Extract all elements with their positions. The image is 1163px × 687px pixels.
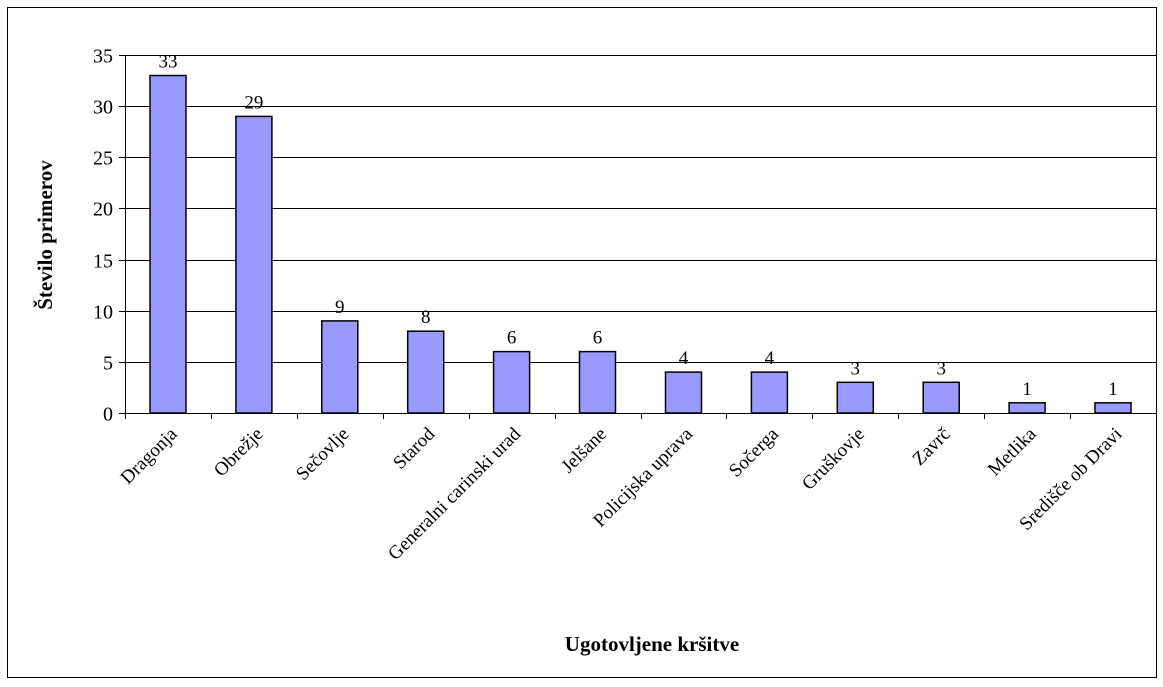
bar [664,371,703,414]
bar [492,350,531,414]
data-label: 8 [421,307,431,328]
gridlines [125,55,1156,363]
bar [149,74,187,414]
bars [149,74,1132,414]
data-label: 1 [1108,379,1118,400]
data-label: 29 [244,92,263,113]
data-label: 6 [507,328,517,349]
chart-border [7,7,1157,678]
y-axis-title: Število primerov [33,160,57,310]
bar [836,381,875,414]
bar [750,371,789,414]
y-tick-label: 0 [103,404,113,426]
y-tick-label: 10 [93,302,113,324]
data-label: 3 [936,358,946,379]
data-label: 9 [335,297,345,318]
data-label: 4 [765,348,775,369]
bar [235,115,273,414]
bar [1008,402,1046,414]
y-tick-label: 25 [93,148,113,170]
axes [119,55,1157,419]
data-label: 1 [1022,379,1032,400]
bar [321,320,359,414]
data-label: 4 [679,348,689,369]
data-label: 6 [593,328,603,349]
bar [406,330,445,414]
bar [922,381,960,414]
bar [1094,402,1132,414]
x-axis-title: Ugotovljene kršitve [565,632,739,656]
y-tick-label: 15 [93,251,113,273]
data-label: 33 [159,52,178,73]
y-tick-label: 35 [93,46,113,68]
y-tick-label: 20 [93,199,113,221]
y-tick-label: 30 [93,97,113,119]
y-tick-label: 5 [103,353,113,375]
bar [578,350,617,414]
data-label: 3 [851,358,861,379]
